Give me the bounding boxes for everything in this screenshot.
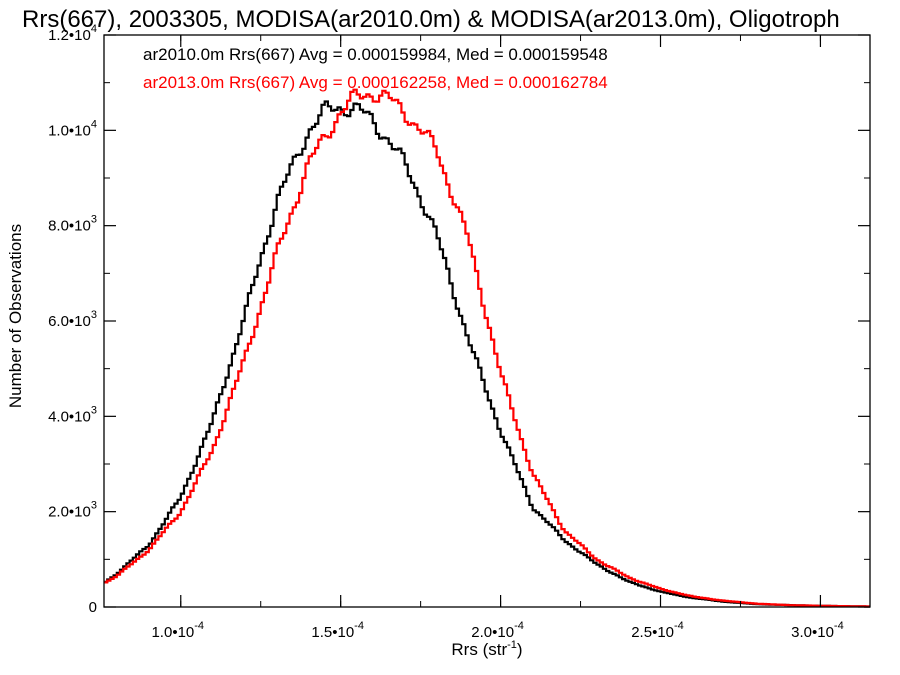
x-tick-label: 1.5•10-4 — [311, 620, 364, 641]
axes: 1.0•10-4 1.5•10-4 2.0•10-4 2.5•10-4 3.0•10-4… — [48, 23, 871, 641]
y-tick-label: 4.0•103 — [48, 404, 97, 425]
y-tick-label: 8.0•103 — [48, 214, 97, 235]
series-line-ar2010.0m — [104, 100, 870, 608]
legend-entry-ar2010.0m: ar2010.0m Rrs(667) Avg = 0.000159984, Me… — [143, 45, 608, 64]
x-tick-label: 3.0•10-4 — [791, 620, 844, 641]
y-tick-label: 2.0•103 — [48, 500, 97, 521]
y-axis-label: Number of Observations — [6, 224, 25, 408]
x-tick-label: 2.0•10-4 — [471, 620, 524, 641]
legend-entry-ar2013.0m: ar2013.0m Rrs(667) Avg = 0.000162258, Me… — [143, 73, 608, 92]
plot-area — [104, 88, 870, 608]
legend: ar2010.0m Rrs(667) Avg = 0.000159984, Me… — [143, 45, 608, 92]
x-tick-label: 2.5•10-4 — [631, 620, 684, 641]
y-tick-label: 6.0•103 — [48, 309, 97, 330]
chart-title: Rrs(667), 2003305, MODISA(ar2010.0m) & M… — [22, 6, 840, 33]
y-tick-label: 0 — [89, 599, 97, 616]
series-line-ar2013.0m — [104, 88, 870, 608]
x-tick-label: 1.0•10-4 — [151, 620, 204, 641]
y-tick-label: 1.2•104 — [48, 23, 97, 44]
y-tick-label: 1.0•104 — [48, 118, 97, 139]
x-axis-label: Rrs (str-1) — [451, 639, 522, 659]
